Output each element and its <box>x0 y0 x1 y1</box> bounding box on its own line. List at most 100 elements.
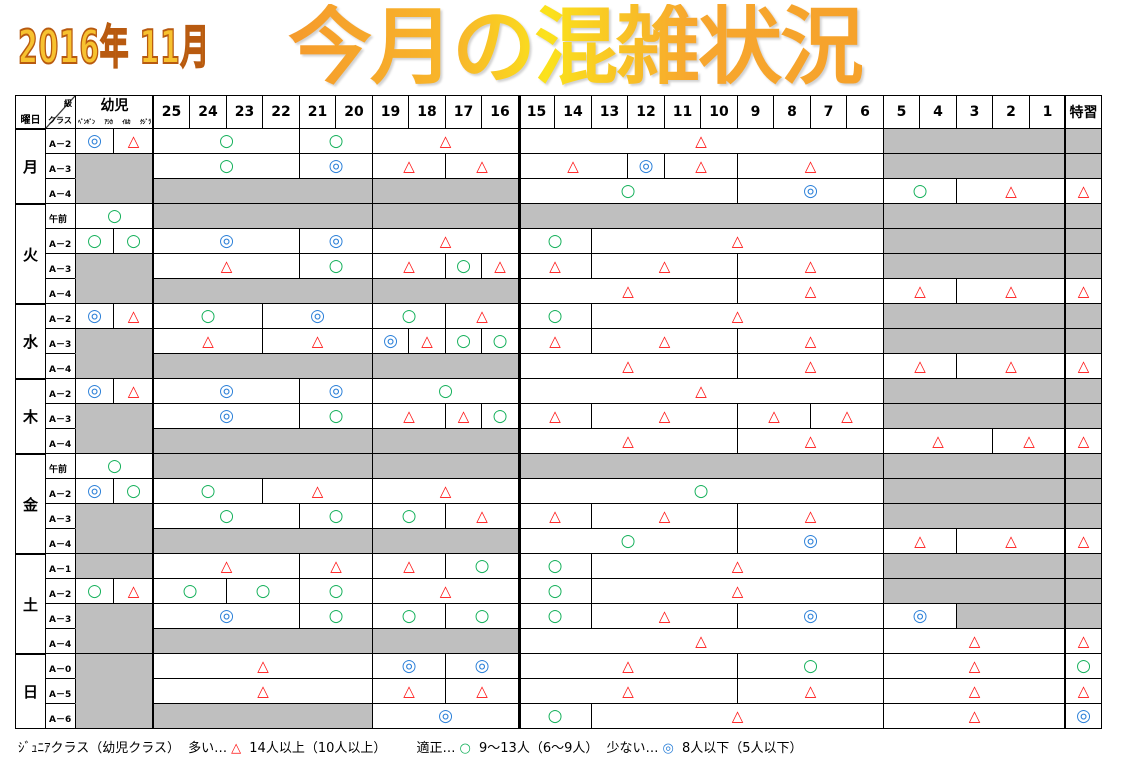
triangle-icon: △ <box>804 356 817 375</box>
circle-icon: ○ <box>547 605 563 626</box>
triangle-icon: △ <box>695 156 707 175</box>
date-header-label: 2 <box>1006 104 1016 120</box>
double-circle-icon: ◎ <box>328 155 344 176</box>
triangle-icon: △ <box>421 331 433 350</box>
triangle-icon: △ <box>1077 431 1090 450</box>
date-header-label: 24 <box>198 104 218 120</box>
triangle-icon: △ <box>731 581 744 600</box>
triangle-icon: △ <box>231 741 242 756</box>
circle-icon: ○ <box>219 155 234 176</box>
page-title: 今月の混雑状況 <box>288 0 864 96</box>
triangle-icon: △ <box>622 356 634 375</box>
closed-cell <box>372 203 519 229</box>
triangle-icon: △ <box>403 256 415 275</box>
circle-icon: ○ <box>401 605 417 626</box>
congestion-cell: △ <box>883 428 993 454</box>
date-header: 19 <box>372 95 409 129</box>
triangle-icon: △ <box>549 256 561 275</box>
congestion-cell: △ <box>153 678 373 704</box>
class-name: A－0 <box>49 665 72 675</box>
congestion-cell: ○ <box>518 228 592 254</box>
triangle-icon: △ <box>127 381 140 400</box>
triangle-icon: △ <box>220 256 233 275</box>
date-header-label: 8 <box>787 104 797 120</box>
yoji-cell: ○ <box>75 578 114 604</box>
congestion-cell: △ <box>737 328 884 354</box>
column-divider <box>519 95 521 729</box>
circle-icon: ○ <box>547 555 563 576</box>
congestion-cell: ◎ <box>299 153 373 179</box>
congestion-cell: △ <box>262 328 373 354</box>
table-border <box>15 95 1102 729</box>
circle-icon: ○ <box>401 305 417 326</box>
class-label: A－2 <box>45 128 76 154</box>
date-header: 6 <box>846 95 884 129</box>
class-name: A－3 <box>49 265 72 275</box>
circle-icon: ○ <box>474 555 490 576</box>
circle-icon: ○ <box>912 180 928 201</box>
legend-ok-range: 9～13人（6～9人） <box>479 741 599 756</box>
date-header-label: 3 <box>969 104 980 120</box>
weekday-label: 土 <box>22 595 38 614</box>
double-circle-icon: ◎ <box>438 705 453 726</box>
circle-icon: ○ <box>182 580 198 601</box>
circle-icon: ○ <box>456 255 471 276</box>
congestion-cell: △ <box>664 153 738 179</box>
column-divider <box>152 95 154 729</box>
class-label: A－2 <box>45 478 76 504</box>
yoji-closed-cell <box>75 153 154 179</box>
triangle-icon: △ <box>968 656 981 675</box>
circle-icon: ○ <box>620 180 636 201</box>
legend-ok-label: 適正… <box>416 741 456 756</box>
congestion-cell: △ <box>883 278 957 304</box>
congestion-cell: △ <box>883 653 1066 679</box>
double-circle-icon: ◎ <box>803 605 818 626</box>
double-circle-icon: ◎ <box>87 480 102 501</box>
date-header-label: 14 <box>563 104 583 120</box>
class-name: A－4 <box>49 540 72 550</box>
triangle-icon: △ <box>1077 531 1090 550</box>
triangle-icon: △ <box>220 556 233 575</box>
double-circle-icon: ◎ <box>87 130 102 151</box>
circle-icon: ○ <box>328 255 344 276</box>
congestion-cell: △ <box>591 503 738 529</box>
class-name: A－2 <box>49 315 72 325</box>
circle-icon: ○ <box>255 580 271 601</box>
date-header: 16 <box>481 95 519 129</box>
circle-icon: ○ <box>328 605 344 626</box>
yoji-cell: △ <box>113 303 154 329</box>
grade-header-label: 級 <box>64 99 72 108</box>
congestion-cell: △ <box>518 403 592 429</box>
double-circle-icon: ◎ <box>328 380 344 401</box>
closed-cell <box>956 603 1066 629</box>
yoji-closed-cell <box>75 553 154 579</box>
triangle-icon: △ <box>695 381 707 400</box>
date-header-label: 16 <box>490 104 510 120</box>
congestion-cell: △ <box>372 478 519 504</box>
congestion-cell: ○ <box>153 478 263 504</box>
legend-prefix: ｼﾞｭﾆｱクラス（幼児クラス） <box>18 741 180 756</box>
triangle-icon: △ <box>914 356 926 375</box>
congestion-cell: △ <box>1065 628 1102 654</box>
yoji-header-label: 幼児 <box>100 98 129 114</box>
triangle-icon: △ <box>768 406 780 425</box>
triangle-icon: △ <box>658 256 671 275</box>
triangle-icon: △ <box>658 331 671 350</box>
class-name: A－6 <box>49 715 72 725</box>
date-header-label: 4 <box>933 104 943 120</box>
date-header-label: 15 <box>526 104 547 120</box>
class-name: A－2 <box>49 240 72 250</box>
congestion-cell: △ <box>372 128 519 154</box>
closed-cell <box>153 428 373 454</box>
congestion-cell: ○ <box>299 128 373 154</box>
class-name: A－4 <box>49 365 72 375</box>
class-name: A－3 <box>49 415 72 425</box>
circle-icon: ○ <box>547 580 563 601</box>
date-header-label: 18 <box>417 104 437 120</box>
date-header-label: 10 <box>709 104 729 120</box>
date-header: 24 <box>189 95 227 129</box>
yoji-cell: △ <box>113 578 154 604</box>
double-circle-icon: ◎ <box>87 305 102 326</box>
yoji-closed-cell <box>75 403 154 429</box>
class-label: A－0 <box>45 653 76 679</box>
